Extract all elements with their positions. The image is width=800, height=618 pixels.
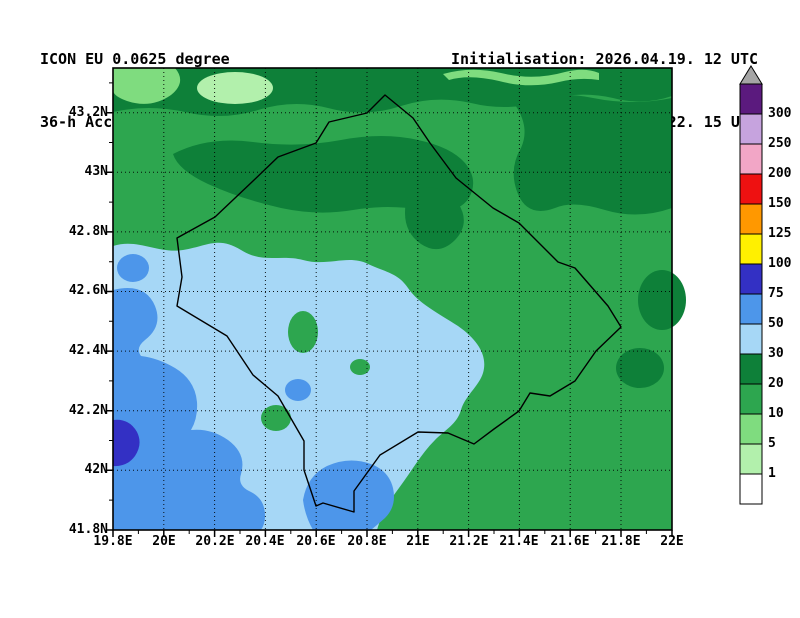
colorbar-segment-50-75 (739, 293, 763, 325)
precip-fill-5-10-north-strip (443, 69, 599, 86)
precip-fill-50-75-west (113, 288, 265, 530)
axis-ticks-left-major (106, 111, 113, 531)
precip-fill-50-75-spot (285, 379, 311, 401)
colorbar-label: 200 (768, 166, 792, 181)
colorbar-label: 150 (768, 196, 792, 211)
init-time: Initialisation: 2026.04.19. 12 UTC (450, 50, 758, 68)
colorbar-segment-30-50 (739, 323, 763, 355)
precip-fill-20-30-tongue (405, 187, 464, 250)
x-tick-label: 22E (660, 534, 684, 549)
colorbar-segment-5-10 (739, 413, 763, 445)
colorbar (739, 65, 763, 505)
y-tick-label: 42.2N (68, 403, 108, 418)
colorbar-segment-20-30 (739, 353, 763, 385)
kosovo-border-outline (176, 94, 622, 513)
colorbar-label: 75 (768, 286, 784, 301)
colorbar-segment-75-100 (739, 263, 763, 295)
colorbar-label: 5 (768, 436, 776, 451)
precip-fill-20-30-east-edge (638, 270, 686, 330)
colorbar-segment-300plus (739, 83, 763, 115)
colorbar-segment-100-125 (739, 233, 763, 265)
axis-ticks-bottom-major (112, 530, 673, 537)
precip-fill-10-20-island (261, 405, 291, 431)
x-tick-label: 21.2E (449, 534, 489, 549)
x-tick-label: 20E (152, 534, 176, 549)
colorbar-label: 10 (768, 406, 784, 421)
colorbar-segment-200-250 (739, 143, 763, 175)
colorbar-label: 20 (768, 376, 784, 391)
precip-fill-10-20-island (350, 359, 370, 375)
precip-fill-20-30-east-edge (616, 348, 664, 388)
y-tick-label: 42.8N (68, 224, 108, 239)
colorbar-segment-1-5 (739, 443, 763, 475)
precip-fill-20-30-belt (173, 136, 474, 213)
colorbar-label: 50 (768, 316, 784, 331)
x-tick-label: 20.2E (195, 534, 235, 549)
precip-fill-10-20-island (288, 311, 318, 353)
axis-ticks-left-minor (109, 82, 113, 501)
precip-fill-50-75-spot (117, 254, 149, 282)
y-tick-label: 42.4N (68, 343, 108, 358)
y-tick-label: 43.2N (68, 105, 108, 120)
colorbar-segment-0-1 (739, 473, 763, 505)
precip-fill-75-100-west-edge (113, 419, 140, 467)
precip-fill-20-30-northeast (513, 94, 672, 215)
x-tick-label: 20.4E (245, 534, 285, 549)
colorbar-label: 1 (768, 466, 776, 481)
y-tick-label: 43N (84, 164, 108, 179)
x-tick-label: 21E (406, 534, 430, 549)
model-title: ICON EU 0.0625 degree (40, 50, 230, 68)
y-tick-label: 42N (84, 462, 108, 477)
colorbar-label: 300 (768, 106, 792, 121)
colorbar-segment-125-150 (739, 203, 763, 235)
x-tick-label: 21.6E (550, 534, 590, 549)
colorbar-label: 30 (768, 346, 784, 361)
precip-fill-1-5-north (197, 72, 273, 104)
colorbar-segment-150-200 (739, 173, 763, 205)
x-tick-label: 21.4E (499, 534, 539, 549)
colorbar-segment-250-300 (739, 113, 763, 145)
x-tick-label: 20.8E (347, 534, 387, 549)
colorbar-segment-10-20 (739, 383, 763, 415)
colorbar-label: 100 (768, 256, 792, 271)
y-tick-label: 42.6N (68, 283, 108, 298)
colorbar-label: 125 (768, 226, 792, 241)
map-plot (106, 67, 686, 537)
x-tick-label: 20.6E (296, 534, 336, 549)
x-tick-label: 21.8E (601, 534, 641, 549)
colorbar-overflow-triangle (739, 65, 763, 85)
colorbar-label: 250 (768, 136, 792, 151)
precip-fill-50-75-south (303, 460, 394, 530)
x-tick-label: 19.8E (93, 534, 133, 549)
y-tick-label: 41.8N (68, 522, 108, 537)
axis-ticks-bottom-minor (137, 530, 647, 534)
